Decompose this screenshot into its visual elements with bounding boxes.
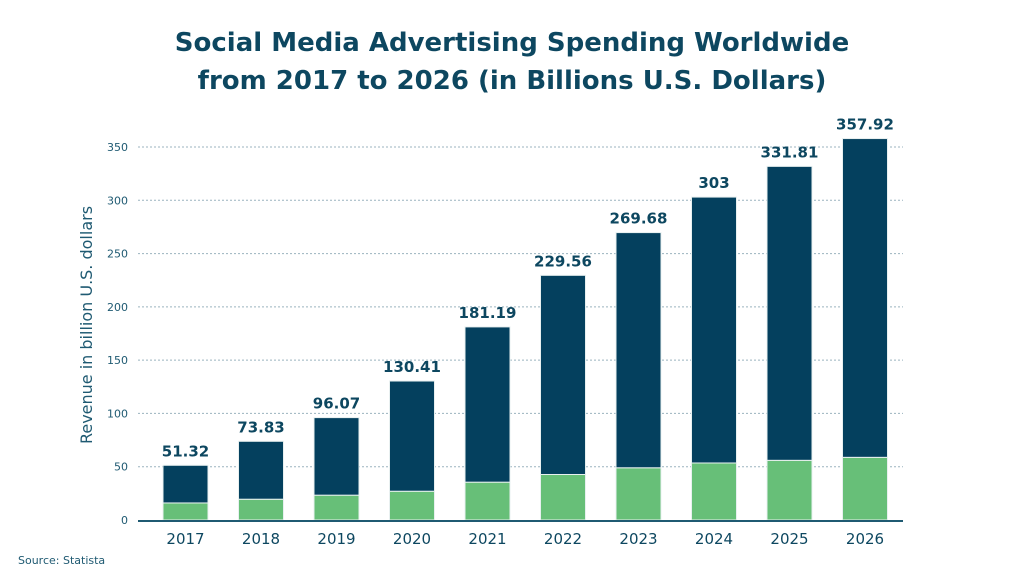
chart-title: Social Media Advertising Spending Worldw… [0, 24, 1024, 100]
bar-segment-upper [313, 417, 360, 496]
y-tick-label: 250 [107, 248, 128, 261]
source-note: Source: Statista [18, 554, 106, 567]
x-tick-label: 2021 [468, 530, 506, 548]
y-tick-label: 200 [107, 301, 128, 314]
data-label: 331.81 [761, 143, 819, 161]
y-tick-label: 100 [107, 407, 128, 420]
y-tick-label: 350 [107, 141, 128, 154]
bar-segment-upper [162, 464, 209, 504]
x-tick-label: 2018 [242, 530, 280, 548]
bar-segment-lower [389, 490, 435, 521]
bar-segment-lower [313, 494, 360, 521]
x-tick-label: 2024 [695, 530, 733, 548]
bar-segment-lower [540, 473, 586, 521]
y-tick-label: 0 [121, 514, 128, 527]
bar-segment-lower [615, 467, 662, 521]
x-tick-label: 2026 [846, 530, 884, 548]
bar-segment-lower [842, 456, 888, 521]
bar-segment-upper [389, 380, 435, 492]
data-label: 130.41 [383, 358, 441, 376]
x-tick-label: 2022 [544, 530, 582, 548]
y-axis-label: Revenue in billion U.S. dollars [77, 206, 96, 444]
title-line-1: Social Media Advertising Spending Worldw… [174, 28, 850, 58]
bar-segment-lower [238, 498, 284, 521]
data-label: 73.83 [237, 418, 284, 436]
bar-segment-lower [766, 459, 813, 521]
title-line-2: from 2017 to 2026 (in Billions U.S. Doll… [197, 66, 827, 96]
y-tick-label: 300 [107, 194, 128, 207]
data-label: 181.19 [459, 304, 517, 322]
data-label: 96.07 [313, 395, 360, 413]
data-label: 357.92 [836, 116, 894, 134]
y-tick-label: 50 [114, 461, 128, 474]
data-label: 51.32 [162, 442, 209, 460]
y-tick-label: 150 [107, 354, 128, 367]
x-tick-label: 2019 [317, 530, 355, 548]
data-label: 269.68 [610, 210, 668, 228]
x-tick-label: 2020 [393, 530, 431, 548]
bar-segment-lower [691, 462, 737, 521]
bar-segment-upper [766, 165, 813, 461]
bar-segment-upper [540, 274, 586, 475]
bar-segment-lower [464, 481, 511, 521]
data-label: 303 [698, 174, 729, 192]
bar-segment-lower [162, 502, 209, 521]
bar-segment-upper [615, 232, 662, 469]
bar-segment-upper [464, 326, 511, 483]
x-tick-label: 2023 [619, 530, 657, 548]
data-label: 229.56 [534, 252, 592, 270]
x-tick-label: 2025 [770, 530, 808, 548]
x-tick-label: 2017 [166, 530, 204, 548]
bar-segment-upper [238, 440, 284, 500]
bar-segment-upper [691, 196, 737, 464]
bar-segment-upper [842, 138, 888, 458]
